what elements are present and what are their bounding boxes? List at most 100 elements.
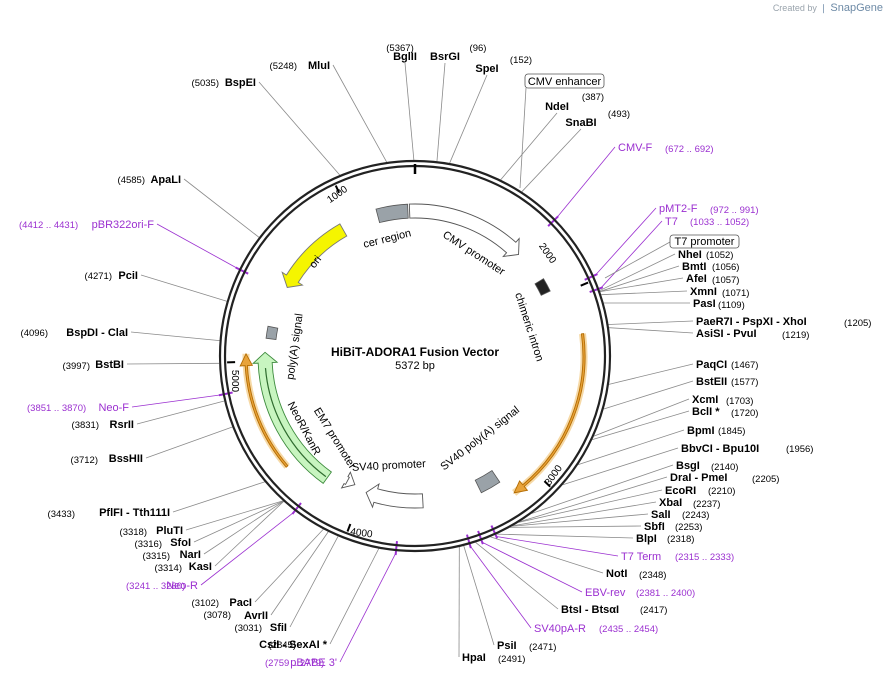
site-paqci-pos: (1467): [731, 360, 758, 371]
primer-sv40pa-r-name[interactable]: SV40pA-R: [534, 623, 586, 635]
em7-promoter-arrow[interactable]: [340, 471, 356, 489]
site-sbfi-name[interactable]: SbfI: [644, 521, 665, 533]
site-nhei-pos: (1052): [706, 250, 733, 261]
site-bspdi-clai-leader: [130, 331, 220, 342]
site-ecori-pos: (2210): [708, 486, 735, 497]
site-afei-name[interactable]: AfeI: [686, 273, 707, 285]
feature-label-chimeric-intron[interactable]: chimeric intron: [512, 291, 546, 363]
site-mlui-leader: [332, 64, 388, 163]
site-avrii-name[interactable]: AvrII: [244, 610, 268, 622]
site-bcli-name[interactable]: BclI *: [692, 406, 720, 418]
site-bpmi-name[interactable]: BpmI: [687, 425, 715, 437]
site-apali-name[interactable]: ApaLI: [150, 174, 181, 186]
cmv-promoter-arrow[interactable]: [408, 203, 520, 258]
site-bcli-leader: [592, 410, 690, 441]
site-sali-leader: [512, 513, 649, 527]
site-pcii-pos: (4271): [85, 271, 112, 282]
primer-neo-f-name[interactable]: Neo-F: [98, 402, 129, 414]
plasmid-name[interactable]: HiBiT-ADORA1 Fusion Vector: [331, 345, 499, 359]
site-hpai-name[interactable]: HpaI: [462, 652, 486, 664]
cer-region-block[interactable]: [375, 203, 409, 224]
feature-label-sv40-promoter[interactable]: SV40 promoter: [352, 458, 427, 474]
site-paer7i-pspxi-xhoi-name[interactable]: PaeR7I - PspXI - XhoI: [696, 316, 807, 328]
site-asisi-pvui-name[interactable]: AsiSI - PvuI: [696, 328, 757, 340]
site-bsshii-name[interactable]: BssHII: [109, 453, 143, 465]
feature-label-sv40-polya[interactable]: SV40 poly(A) signal: [438, 404, 522, 473]
site-bsteii-name[interactable]: BstEII: [696, 376, 727, 388]
boxed-t7-promoter-label[interactable]: T7 promoter: [675, 236, 735, 248]
sv40-polya-block[interactable]: [474, 469, 501, 494]
neo-kanr-arrow[interactable]: [251, 351, 333, 484]
site-csii-sexai-name[interactable]: CsiI - SexAI *: [259, 639, 328, 651]
site-ndei-name[interactable]: NdeI: [545, 101, 569, 113]
primer-pmt2-f-pos: (972 .. 991): [710, 205, 759, 216]
site-ecori-name[interactable]: EcoRI: [665, 485, 696, 497]
boxed-cmv-enhancer-label[interactable]: CMV enhancer: [528, 76, 602, 88]
primer-ebv-rev-name[interactable]: EBV-rev: [585, 587, 626, 599]
sv40-promoter-arrow[interactable]: [365, 483, 424, 509]
site-ecori-leader: [518, 489, 663, 523]
site-spei-pos: (152): [510, 55, 532, 66]
site-kasi-name[interactable]: KasI: [189, 561, 212, 573]
site-bmti-pos: (1056): [712, 262, 739, 273]
feature-label-ori[interactable]: ori: [307, 254, 324, 271]
primer-neo-r-name[interactable]: Neo-R: [166, 580, 198, 592]
primer-pbr322ori-f-name[interactable]: pBR322ori-F: [92, 219, 155, 231]
site-bglii-name[interactable]: BglII: [393, 51, 417, 63]
polya-signal-block[interactable]: [265, 325, 279, 340]
orf-arc-right[interactable]: [513, 333, 586, 494]
site-labels: BglII(5367) BsrGI (96) SpeI (152) NdeI (387) Sn…: [21, 43, 872, 665]
tick-label-2000: 2000: [536, 241, 558, 266]
leader-lines: [126, 62, 694, 663]
site-xcmi-name[interactable]: XcmI: [692, 394, 718, 406]
site-drai-pmei-name[interactable]: DraI - PmeI: [670, 472, 727, 484]
site-noti-name[interactable]: NotI: [606, 568, 627, 580]
site-sali-name[interactable]: SalI: [651, 509, 671, 521]
orf-arc-left[interactable]: [239, 352, 289, 468]
primer-ebv-rev-pos: (2381 .. 2400): [636, 588, 695, 599]
site-bstbi-name[interactable]: BstBI: [95, 359, 124, 371]
site-spei-name[interactable]: SpeI: [475, 63, 498, 75]
site-psii-name[interactable]: PsiI: [497, 640, 517, 652]
site-snabi-name[interactable]: SnaBI: [565, 117, 596, 129]
primer-pbabe-3-name[interactable]: pBABE 3': [290, 657, 337, 669]
primer-t7-name[interactable]: T7: [665, 216, 678, 228]
site-btsi-bts-i-name[interactable]: BtsI - BtsαI: [561, 604, 619, 616]
site-paci-name[interactable]: PacI: [229, 597, 252, 609]
site-bsgi-leader: [531, 464, 674, 514]
site-pasi-name[interactable]: PasI: [693, 298, 716, 310]
site-bsrgi-name[interactable]: BsrGI: [430, 51, 460, 63]
chimeric-intron-bar[interactable]: [534, 278, 551, 296]
feature-label-polya[interactable]: poly(A) signal: [284, 313, 305, 381]
site-xmni-name[interactable]: XmnI: [690, 286, 717, 298]
primer-cmv-f-name[interactable]: CMV-F: [618, 142, 653, 154]
site-bspdi-clai-name[interactable]: BspDI - ClaI: [66, 327, 128, 339]
site-sfoi-name[interactable]: SfoI: [170, 537, 191, 549]
site-pluti-name[interactable]: PluTI: [156, 525, 183, 537]
site-paer7i-pspxi-xhoi-pos: (1205): [844, 318, 871, 329]
site-sfii-name[interactable]: SfiI: [270, 622, 287, 634]
site-nari-name[interactable]: NarI: [180, 549, 201, 561]
site-paqci-name[interactable]: PaqCI: [696, 359, 727, 371]
site-noti-leader: [490, 536, 604, 574]
site-bsgi-name[interactable]: BsgI: [676, 460, 700, 472]
site-mlui-name[interactable]: MluI: [308, 60, 330, 72]
site-pflfi-tth111i-name[interactable]: PflFI - Tth111I: [99, 507, 170, 519]
site-pflfi-tth111i-leader: [172, 481, 265, 513]
site-xbai-name[interactable]: XbaI: [659, 497, 682, 509]
site-bbvci-bpu10i-name[interactable]: BbvCI - Bpu10I: [681, 443, 759, 455]
feature-label-cer[interactable]: cer region: [362, 227, 412, 250]
site-pcii-name[interactable]: PciI: [118, 270, 138, 282]
site-bspei-name[interactable]: BspEI: [225, 77, 256, 89]
site-blpi-leader: [496, 533, 634, 539]
primer-pmt2-f-name[interactable]: pMT2-F: [659, 203, 698, 215]
ori-arrow[interactable]: [281, 223, 348, 288]
site-blpi-name[interactable]: BlpI: [636, 533, 657, 545]
site-rsrii-name[interactable]: RsrII: [110, 419, 134, 431]
site-psii-leader: [463, 545, 495, 646]
site-bmti-name[interactable]: BmtI: [682, 261, 706, 273]
primer-t7-term-name[interactable]: T7 Term: [621, 551, 661, 563]
site-nhei-name[interactable]: NheI: [678, 249, 702, 261]
site-afei-leader: [600, 277, 684, 293]
primer-ebv-rev-leader: [482, 541, 583, 593]
